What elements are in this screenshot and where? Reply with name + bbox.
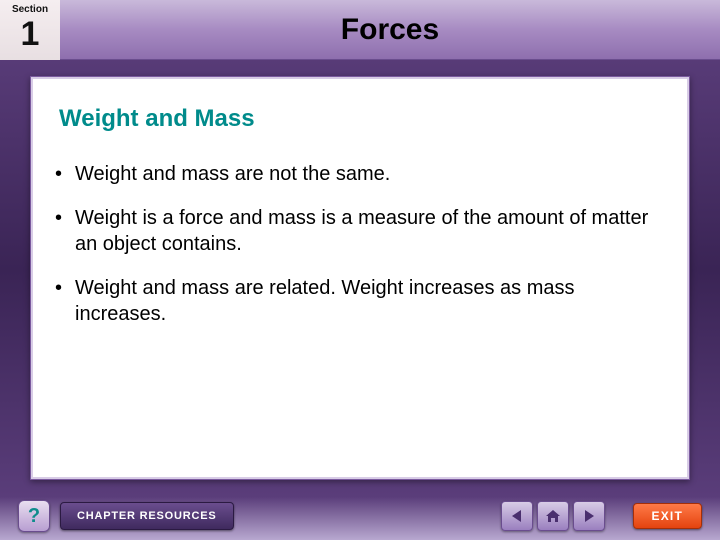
chapter-title: Forces — [341, 13, 439, 47]
home-button[interactable] — [537, 501, 569, 531]
section-label: Section — [12, 4, 48, 15]
topic-title: Weight and Mass — [59, 105, 669, 133]
section-block: Section 1 — [0, 0, 60, 60]
help-icon: ? — [28, 505, 40, 528]
chapter-title-bar: Forces — [60, 0, 720, 60]
bullet-item: Weight is a force and mass is a measure … — [51, 205, 669, 257]
triangle-right-icon — [582, 509, 596, 523]
bullet-list: Weight and mass are not the same. Weight… — [51, 161, 669, 327]
content-panel: Weight and Mass Weight and mass are not … — [30, 76, 690, 480]
help-button[interactable]: ? — [18, 500, 50, 532]
nav-group — [501, 501, 605, 531]
prev-button[interactable] — [501, 501, 533, 531]
section-number: 1 — [21, 17, 40, 51]
bullet-item: Weight and mass are not the same. — [51, 161, 669, 187]
footer-bar: ? CHAPTER RESOURCES EXIT — [0, 492, 720, 540]
triangle-left-icon — [510, 509, 524, 523]
chapter-resources-button[interactable]: CHAPTER RESOURCES — [60, 502, 234, 530]
next-button[interactable] — [573, 501, 605, 531]
slide: Section 1 Forces Weight and Mass Weight … — [0, 0, 720, 540]
exit-label: EXIT — [652, 509, 683, 523]
slide-header: Section 1 Forces — [0, 0, 720, 60]
bullet-item: Weight and mass are related. Weight incr… — [51, 275, 669, 327]
chapter-resources-label: CHAPTER RESOURCES — [77, 510, 217, 522]
home-icon — [545, 509, 561, 523]
exit-button[interactable]: EXIT — [633, 503, 702, 529]
